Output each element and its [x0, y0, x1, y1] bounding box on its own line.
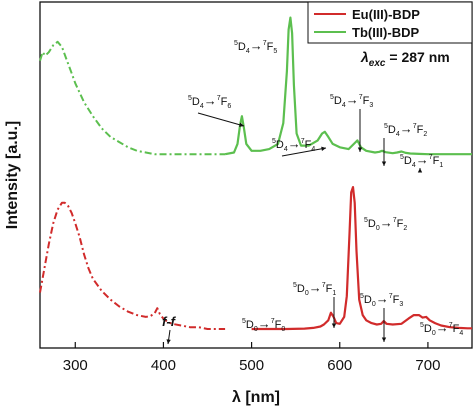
excitation-value: = 287 nm [385, 49, 449, 65]
transition-label-tb-7f2: 5D4→7F2 [384, 121, 427, 138]
transition-label-eu-ff: f-f [162, 314, 177, 329]
excitation-label: λexc = 287 nm [360, 49, 450, 69]
legend-box [307, 1, 473, 44]
transition-label-tb-7f4: 5D4→7F4 [272, 136, 315, 153]
plot-frame [39, 1, 473, 349]
annotation-arrowhead-tb-7f4 [321, 146, 326, 151]
series-layer [39, 16, 472, 331]
transition-label-eu-7f1: 5D0→7F1 [293, 280, 336, 297]
transition-label-tb-7f3: 5D4→7F3 [330, 92, 373, 109]
transition-label-tb-7f6: 5D4→7F6 [188, 93, 231, 110]
transition-label-tb-7f1: 5D4→7F1 [400, 152, 443, 169]
x-axis-ticks: 300 400 500 600 700 [63, 342, 440, 374]
x-tick-label-700: 700 [415, 357, 440, 374]
transition-label-eu-7f4: 5D0→7F4 [420, 320, 463, 337]
x-tick-label-600: 600 [327, 357, 352, 374]
transition-label-eu-7f3: 5D0→7F3 [360, 291, 403, 308]
tb-emission-curve [224, 16, 472, 156]
annotation-arrowhead-eu-7f1 [331, 323, 337, 328]
annotation-layer: 5D4→7F6 5D4→7F5 5D4→7F4 5D4→7F3 5D4→7F2 5D4→7… [162, 38, 463, 345]
annotation-arrowhead-tb-7f2 [381, 161, 387, 166]
annotation-arrowhead-tb-7f1 [417, 168, 423, 173]
legend-label-tb: Tb(III)-BDP [352, 25, 419, 40]
x-tick-label-400: 400 [151, 357, 176, 374]
annotation-arrowhead-tb-7f6 [239, 122, 244, 127]
eu-emission-curve [251, 186, 472, 331]
legend-label-eu: Eu(III)-BDP [352, 7, 420, 22]
annotation-arrowhead-eu-ff [166, 339, 171, 344]
transition-label-eu-7f0: 5D0→7F0 [242, 316, 285, 333]
annotation-arrowhead-tb-7f3 [357, 147, 363, 152]
eu-excitation-curve [39, 201, 226, 330]
transition-label-tb-7f5: 5D4→7F5 [234, 38, 277, 55]
legend: Eu(III)-BDP Tb(III)-BDP [307, 1, 473, 44]
y-axis-title: Intensity [a.u.] [4, 121, 21, 229]
x-tick-label-500: 500 [239, 357, 264, 374]
annotation-pointer-tb-7f4 [281, 147, 327, 157]
excitation-symbol: λ [360, 49, 369, 65]
transition-label-eu-7f2: 5D0→7F2 [364, 215, 407, 232]
annotation-pointer-tb-7f6 [197, 112, 245, 127]
annotation-arrowhead-eu-7f3 [381, 337, 387, 342]
x-axis-title: λ [nm] [232, 389, 280, 406]
excitation-subscript: exc [369, 58, 386, 69]
tb-excitation-curve [39, 40, 226, 156]
x-tick-label-300: 300 [63, 357, 88, 374]
